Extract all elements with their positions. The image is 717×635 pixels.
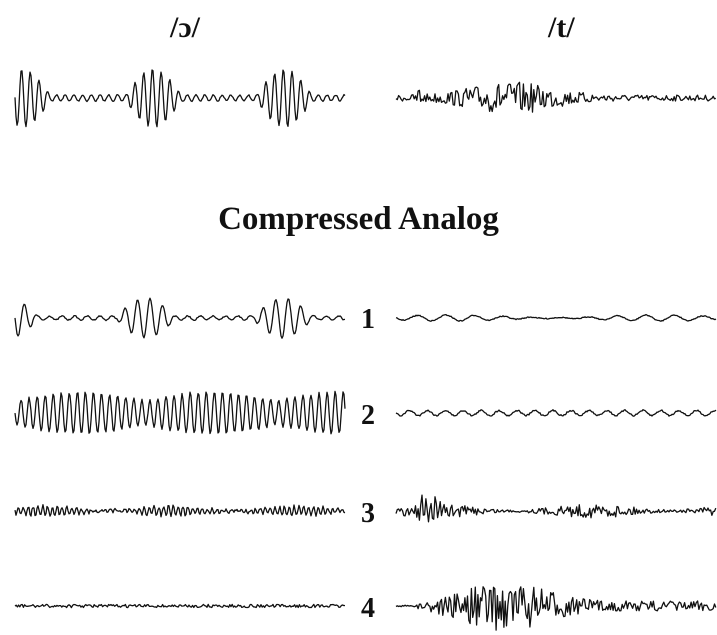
channel-3-consonant-waveform (395, 494, 717, 523)
channel-3-label: 3 (361, 498, 375, 529)
channel-1-vowel-waveform (14, 297, 346, 339)
channel-4-vowel-waveform (14, 603, 346, 609)
channel-1-consonant-waveform (395, 313, 717, 322)
compressed-analog-heading: Compressed Analog (218, 201, 499, 237)
channel-3-vowel-waveform (14, 504, 346, 518)
channel-4-label: 4 (361, 593, 375, 624)
original-vowel-waveform (14, 69, 346, 128)
consonant-column-title: /t/ (548, 11, 575, 44)
channel-1-label: 1 (361, 304, 375, 335)
original-consonant-waveform (395, 81, 716, 113)
channel-4-consonant-waveform (395, 586, 717, 631)
channel-2-vowel-waveform (14, 390, 346, 435)
vowel-column-title: /ɔ/ (170, 11, 200, 44)
channel-2-label: 2 (361, 400, 375, 431)
channel-2-consonant-waveform (395, 409, 717, 417)
